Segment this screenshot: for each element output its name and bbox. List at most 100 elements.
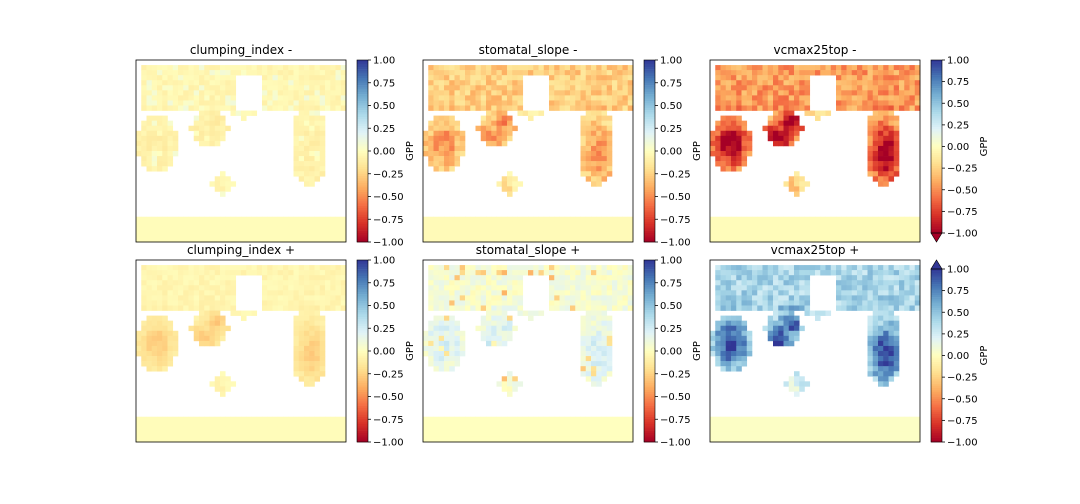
heatmap-cell	[486, 140, 492, 147]
heatmap-cell	[788, 65, 795, 71]
heatmap-cell	[304, 361, 310, 367]
heatmap-cell	[449, 335, 455, 342]
heatmap-cell	[914, 236, 921, 243]
heatmap-cell	[157, 356, 163, 362]
heatmap-cell	[444, 275, 450, 281]
colorbar-segment	[357, 373, 368, 377]
heatmap-cell	[888, 176, 895, 182]
heatmap-cell	[804, 381, 811, 387]
heatmap-cell	[710, 345, 716, 352]
heatmap-cell	[470, 226, 476, 233]
heatmap-cell	[612, 90, 618, 96]
heatmap-cell	[491, 436, 497, 443]
heatmap-cell	[720, 70, 727, 76]
heatmap-cell	[867, 436, 874, 443]
heatmap-cell	[725, 216, 732, 223]
heatmap-cell	[872, 366, 879, 372]
heatmap-cell	[325, 221, 331, 228]
heatmap-cell	[167, 300, 174, 306]
heatmap-cell	[517, 381, 524, 387]
heatmap-cell	[496, 80, 503, 86]
colorbar-segment	[644, 219, 655, 222]
heatmap-cell	[862, 280, 868, 286]
heatmap-cell	[715, 351, 721, 357]
colorbar-segment	[644, 182, 655, 186]
heatmap-cell	[423, 135, 429, 142]
heatmap-cell	[267, 216, 273, 223]
heatmap-cell	[230, 381, 237, 387]
heatmap-cell	[731, 436, 737, 443]
heatmap-cell	[627, 300, 634, 306]
heatmap-cell	[309, 171, 315, 177]
colorbar-segment	[644, 214, 655, 218]
heatmap-cell	[788, 426, 795, 433]
heatmap-cell	[612, 275, 618, 281]
heatmap-cell	[752, 95, 758, 101]
colorbar-segment	[931, 318, 942, 322]
heatmap-cell	[330, 70, 336, 76]
heatmap-cell	[209, 431, 216, 438]
heatmap-cell	[141, 145, 147, 152]
heatmap-cell	[559, 65, 566, 71]
heatmap-cell	[741, 100, 748, 106]
heatmap-cell	[298, 130, 305, 137]
heatmap-cell	[606, 80, 613, 86]
heatmap-cell	[444, 265, 450, 271]
heatmap-cell	[298, 140, 305, 147]
heatmap-cell	[570, 270, 576, 276]
heatmap-cell	[601, 216, 608, 223]
colorbar-segment	[931, 137, 942, 141]
colorbar-tick-label: 0.25	[947, 329, 969, 340]
heatmap-cell	[585, 325, 592, 332]
heatmap-cell	[554, 75, 560, 81]
heatmap-cell	[209, 80, 216, 86]
heatmap-cell	[486, 285, 492, 291]
heatmap-cell	[559, 270, 566, 276]
heatmap-cell	[715, 125, 721, 132]
heatmap-cell	[277, 226, 284, 233]
heatmap-cell	[491, 226, 497, 233]
heatmap-cell	[475, 80, 482, 86]
heatmap-cell	[209, 310, 216, 316]
heatmap-cell	[746, 140, 753, 147]
heatmap-cell	[449, 270, 455, 276]
heatmap-cell	[272, 265, 279, 271]
heatmap-cell	[554, 270, 560, 276]
heatmap-cell	[757, 216, 763, 223]
heatmap-cell	[596, 421, 602, 428]
colorbar-segment	[931, 157, 942, 160]
heatmap-cell	[517, 216, 524, 223]
heatmap-cell	[804, 70, 811, 76]
heatmap-cell	[314, 110, 321, 116]
heatmap-cell	[591, 356, 597, 362]
heatmap-cell	[267, 221, 273, 228]
colorbar-segment	[644, 185, 655, 188]
heatmap-cell	[235, 416, 242, 423]
heatmap-cell	[591, 421, 597, 428]
heatmap-cell	[517, 75, 524, 81]
heatmap-cell	[914, 285, 921, 291]
heatmap-cell	[214, 381, 221, 387]
heatmap-cell	[193, 135, 200, 142]
heatmap-cell	[314, 120, 321, 127]
heatmap-cell	[319, 421, 326, 428]
heatmap-cell	[449, 426, 455, 433]
heatmap-cell	[188, 265, 195, 271]
heatmap-cell	[720, 156, 727, 162]
colorbar-tick-label: −0.50	[660, 192, 691, 203]
heatmap-cell	[752, 226, 758, 233]
colorbar-segment	[931, 353, 942, 356]
heatmap-cell	[741, 335, 748, 342]
colorbar-segment	[931, 163, 942, 167]
heatmap-cell	[501, 125, 508, 132]
colorbar-segment	[931, 217, 942, 221]
heatmap-cell	[720, 270, 727, 276]
heatmap-cell	[627, 105, 634, 111]
heatmap-cell	[904, 290, 910, 296]
heatmap-cell	[475, 280, 482, 286]
heatmap-cell	[454, 221, 461, 228]
heatmap-cell	[162, 330, 168, 337]
heatmap-cell	[762, 295, 769, 301]
heatmap-cell	[293, 265, 300, 271]
heatmap-cell	[878, 181, 884, 187]
